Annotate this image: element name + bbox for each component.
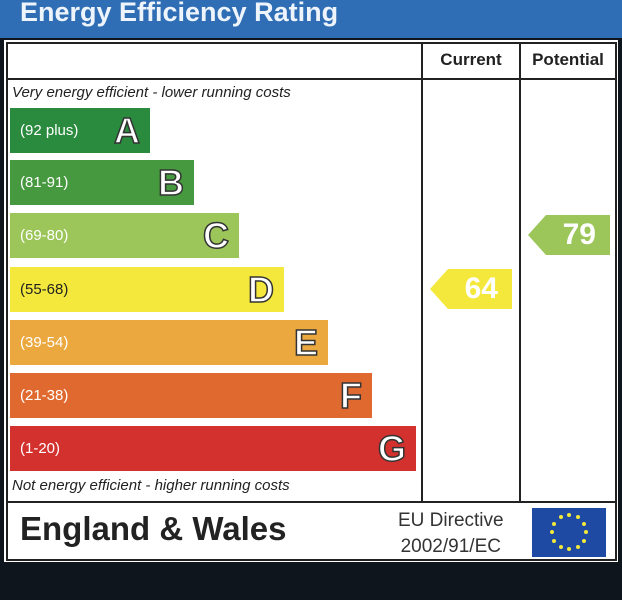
star-icon bbox=[581, 538, 586, 543]
divider bbox=[6, 42, 8, 561]
directive-line1: EU Directive bbox=[398, 510, 504, 531]
potential-header: Potential bbox=[532, 50, 604, 69]
star-icon bbox=[581, 521, 586, 526]
divider bbox=[421, 42, 423, 503]
star-icon bbox=[552, 538, 557, 543]
divider bbox=[519, 42, 521, 503]
band-range: (55-68) bbox=[20, 281, 69, 298]
region-label: England & Wales bbox=[20, 510, 287, 547]
band-bar-a: (92 plus) A bbox=[10, 108, 150, 153]
band-range: (21-38) bbox=[20, 387, 69, 404]
eu-directive: EU Directive 2002/91/EC bbox=[398, 508, 504, 560]
star-icon bbox=[558, 544, 563, 549]
band-letter: G bbox=[377, 427, 407, 470]
band-letter: E bbox=[293, 321, 319, 364]
bottom-note: Not energy efficient - higher running co… bbox=[12, 477, 290, 494]
star-icon bbox=[575, 544, 580, 549]
band-bar-e: (39-54) E bbox=[10, 320, 328, 365]
divider bbox=[6, 501, 616, 503]
band-bar-b: (81-91) B bbox=[10, 160, 194, 205]
band-letter: B bbox=[157, 161, 185, 204]
band-letter: D bbox=[247, 268, 275, 311]
divider bbox=[6, 42, 616, 44]
top-note: Very energy efficient - lower running co… bbox=[12, 84, 291, 101]
star-icon bbox=[567, 547, 571, 551]
divider bbox=[615, 42, 617, 561]
star-icon bbox=[567, 513, 571, 517]
potential-rating-arrow: 79 bbox=[528, 215, 610, 255]
band-range: (81-91) bbox=[20, 174, 69, 191]
band-letter: A bbox=[113, 109, 141, 152]
divider bbox=[6, 78, 616, 80]
band-bar-d: (55-68) D bbox=[10, 267, 284, 312]
current-rating-arrow: 64 bbox=[430, 269, 512, 309]
band-letter: F bbox=[339, 374, 363, 417]
band-letter: C bbox=[202, 214, 230, 257]
star-icon bbox=[552, 521, 557, 526]
band-range: (39-54) bbox=[20, 334, 69, 351]
star-icon bbox=[575, 515, 580, 520]
eu-flag-icon bbox=[532, 508, 606, 557]
band-range: (1-20) bbox=[20, 440, 61, 457]
star-icon bbox=[550, 530, 554, 534]
band-bar-f: (21-38) F bbox=[10, 373, 372, 418]
star-icon bbox=[584, 530, 588, 534]
star-icon bbox=[558, 515, 563, 520]
band-bar-c: (69-80) C bbox=[10, 213, 239, 258]
band-bar-g: (1-20) G bbox=[10, 426, 416, 471]
band-range: (92 plus) bbox=[20, 122, 79, 139]
divider bbox=[6, 559, 616, 561]
chart-title: Energy Efficiency Rating bbox=[0, 0, 622, 38]
current-header: Current bbox=[440, 50, 502, 69]
directive-line2: 2002/91/EC bbox=[400, 536, 501, 557]
band-range: (69-80) bbox=[20, 227, 69, 244]
